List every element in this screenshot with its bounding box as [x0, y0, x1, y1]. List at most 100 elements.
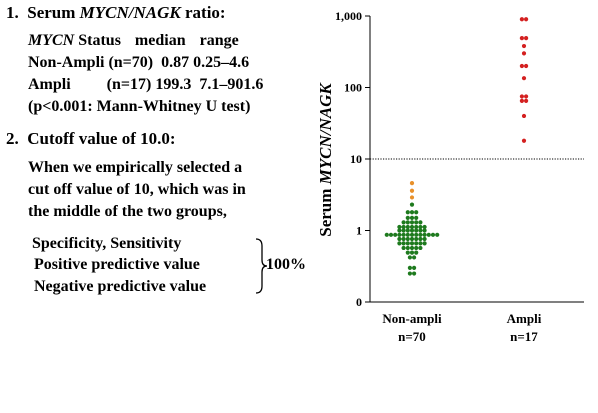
data-point: [521, 138, 527, 143]
metric-npv: Negative predictive value: [34, 278, 207, 295]
data-point: [414, 228, 419, 233]
data-point: [414, 236, 419, 242]
header-status: Status: [74, 32, 121, 49]
data-point: [521, 76, 527, 81]
table-row-ampli: Ampli (n=17) 199.3 7.1–901.6: [28, 77, 263, 93]
data-point: [405, 241, 410, 246]
data-point: [524, 98, 529, 103]
data-point: [524, 17, 529, 22]
paragraph-line-1: When we empirically selected a: [28, 159, 243, 176]
data-point: [405, 228, 410, 233]
data-point: [409, 236, 415, 242]
header-median: median: [134, 32, 186, 49]
data-point: [412, 255, 417, 260]
data-point: [519, 63, 525, 69]
metric-ppv: Positive predictive value: [34, 256, 200, 273]
data-point: [409, 224, 415, 230]
row-n: (n=17): [106, 76, 152, 93]
data-point: [397, 224, 402, 230]
data-point: [409, 195, 415, 200]
item-2-heading: 2. Cutoff value of 10.0:: [6, 130, 176, 147]
data-point: [521, 51, 527, 56]
data-point: [401, 228, 406, 233]
y-axis-label-pre: Serum: [316, 184, 335, 236]
data-point: [407, 255, 412, 260]
item-1-title-gene: MYCN/NAGK: [79, 3, 181, 22]
data-point: [422, 232, 427, 237]
data-point: [418, 236, 423, 242]
item-2-title: Cutoff value of 10.0:: [27, 129, 176, 148]
data-point: [409, 210, 415, 215]
data-point: [519, 17, 525, 22]
data-point: [414, 224, 419, 230]
data-point: [397, 228, 402, 233]
data-point: [409, 250, 415, 255]
item-1-heading: 1. Serum MYCN/NAGK ratio:: [6, 4, 226, 21]
data-point: [405, 215, 410, 221]
data-point: [409, 228, 415, 233]
data-point: [409, 202, 415, 207]
data-point: [422, 236, 427, 242]
x-category-label: Ampli: [507, 311, 542, 326]
data-point: [409, 181, 415, 186]
data-point: [418, 245, 423, 251]
row-range: 7.1–901.6: [199, 76, 264, 93]
data-point: [401, 220, 406, 225]
row-median: 199.3: [155, 76, 192, 93]
curly-brace-icon: [255, 238, 268, 294]
header-range: range: [199, 32, 239, 49]
data-point: [418, 241, 423, 246]
x-category-n-label: n=17: [510, 329, 538, 344]
y-tick-label: 10: [350, 152, 362, 166]
data-point: [414, 232, 419, 237]
data-point: [414, 241, 419, 246]
data-point: [405, 250, 410, 255]
y-tick-label: 0: [356, 295, 362, 309]
metric-specificity-sensitivity: Specificity, Sensitivity: [32, 235, 182, 252]
data-point: [524, 94, 529, 99]
row-median: 0.87: [161, 54, 190, 71]
data-point: [422, 228, 427, 233]
data-point: [405, 220, 410, 225]
data-point: [418, 220, 423, 225]
data-point: [409, 215, 415, 221]
data-point: [414, 245, 419, 251]
item-2-number: 2.: [6, 129, 19, 148]
data-point: [409, 241, 415, 246]
data-point: [401, 241, 406, 246]
metrics-value: 100%: [266, 256, 306, 273]
data-point: [521, 113, 527, 119]
y-tick-label: 1,000: [335, 9, 362, 23]
statistical-test: (p<0.001: Mann-Whitney U test): [28, 98, 251, 115]
data-point: [414, 215, 419, 221]
data-point: [418, 228, 423, 233]
data-point: [409, 188, 415, 193]
data-point: [397, 241, 402, 246]
data-point: [412, 271, 417, 276]
data-point: [407, 265, 412, 270]
data-point: [414, 210, 419, 215]
data-point: [430, 232, 436, 237]
table-header: MYCN Status median range: [28, 33, 239, 49]
y-axis-label: Serum MYCN/NAGK: [316, 82, 335, 237]
data-point: [524, 36, 529, 41]
data-point: [422, 224, 427, 230]
data-point: [519, 98, 525, 103]
data-point: [414, 250, 419, 255]
y-tick-label: 100: [344, 81, 362, 95]
data-point: [435, 232, 440, 237]
data-point: [405, 236, 410, 242]
data-point: [397, 232, 402, 237]
row-label: Non-Ampli (n=70): [28, 54, 154, 71]
data-point: [405, 232, 410, 237]
data-point: [409, 220, 415, 225]
data-point: [393, 232, 398, 237]
data-point: [401, 224, 406, 230]
row-label: Ampli: [28, 76, 71, 93]
data-point: [418, 232, 423, 237]
paragraph-line-3: the middle of the two groups,: [28, 203, 227, 220]
data-point: [384, 232, 389, 237]
data-point: [401, 236, 406, 242]
data-point: [426, 232, 431, 237]
